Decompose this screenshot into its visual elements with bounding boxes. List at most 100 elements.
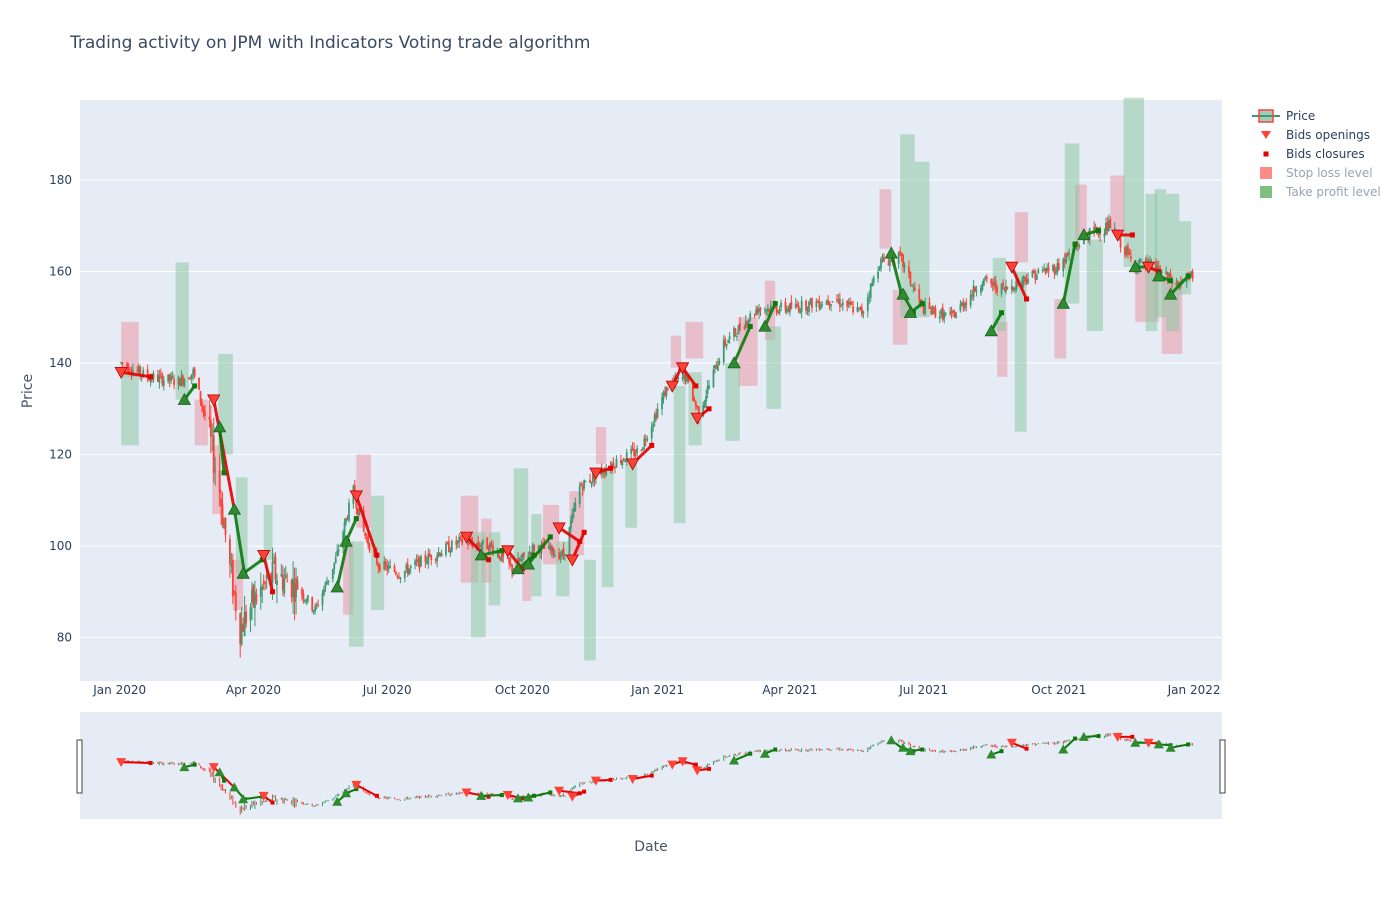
bid-trade-line xyxy=(232,509,247,574)
candle-body-down xyxy=(759,308,762,310)
candle-body-down xyxy=(245,611,247,624)
candle-body-up xyxy=(243,611,246,637)
mini-bid-closure-marker xyxy=(649,773,654,778)
candle-body-up xyxy=(794,303,797,308)
mini-bid-opening-marker xyxy=(341,788,352,798)
candle-body-up xyxy=(960,302,963,306)
candle-body-down xyxy=(644,439,647,441)
mini-bid-opening-marker xyxy=(667,760,678,770)
bid-closure-marker-long xyxy=(1072,241,1078,247)
bid-opening-marker-long xyxy=(236,566,250,579)
candle-body-down xyxy=(1099,232,1101,236)
candle-body-up xyxy=(280,574,283,577)
candle-body-down xyxy=(1127,246,1129,254)
candle-body-down xyxy=(622,458,625,461)
candle-body-down xyxy=(221,504,224,525)
candle-body-down xyxy=(290,580,293,597)
stop-loss-box xyxy=(685,321,704,359)
candle-body-up xyxy=(261,586,264,590)
candle-body-up xyxy=(276,580,278,586)
candle-layer xyxy=(120,214,1194,658)
candle-body-down xyxy=(487,547,490,552)
candle-body-up xyxy=(571,513,574,522)
bid-closure-marker-long xyxy=(192,383,198,389)
candle-body-up xyxy=(806,309,809,311)
candle-body-down xyxy=(1057,263,1060,270)
candle-body-down xyxy=(655,413,658,419)
mini-bid-opening-marker xyxy=(116,758,127,768)
candle-body-down xyxy=(614,467,616,469)
candle-body-down xyxy=(317,604,320,606)
candle-body-down xyxy=(1128,252,1131,255)
candle-body-down xyxy=(787,308,790,311)
legend-item-stop-loss[interactable]: Stop loss level xyxy=(1252,163,1381,182)
candle-body-down xyxy=(311,597,314,611)
legend-item-bids-closures[interactable]: Bids closures xyxy=(1252,144,1381,163)
candle-body-down xyxy=(552,547,555,556)
candle-body-down xyxy=(756,308,759,313)
candle-body-up xyxy=(1104,222,1107,235)
candle-body-up xyxy=(183,379,186,386)
legend-item-price[interactable]: Price xyxy=(1252,106,1381,125)
candle-body-down xyxy=(511,564,514,573)
candle-body-up xyxy=(537,545,540,549)
mini-bid-closure-marker xyxy=(1096,734,1101,739)
candle-body-down xyxy=(1154,261,1157,270)
candle-body-up xyxy=(963,303,966,309)
candle-body-down xyxy=(631,448,634,450)
mini-bid-opening-marker xyxy=(627,774,638,784)
candle-body-up xyxy=(702,405,705,417)
candle-body-down xyxy=(1106,222,1109,231)
candle-body-up xyxy=(323,588,325,595)
legend-item-take-profit[interactable]: Take profit level xyxy=(1252,182,1381,201)
bid-opening-marker-short xyxy=(552,522,566,535)
candle-body-up xyxy=(321,592,324,606)
candle-body-up xyxy=(265,575,268,580)
candle-body-down xyxy=(467,543,469,545)
candle-body-up xyxy=(584,481,587,483)
mini-bid-opening-marker xyxy=(1058,744,1069,754)
mini-bid-opening-marker xyxy=(179,762,190,772)
candle-body-down xyxy=(828,301,831,306)
range-slider-handle-right[interactable] xyxy=(1219,739,1226,794)
candle-body-up xyxy=(972,285,975,298)
candle-body-down xyxy=(446,542,449,544)
candle-body-up xyxy=(1052,265,1054,271)
candle-body-down xyxy=(530,552,533,556)
candle-body-up xyxy=(520,558,522,562)
candle-body-down xyxy=(368,543,371,551)
candle-body-up xyxy=(749,313,752,321)
legend-item-bids-openings[interactable]: Bids openings xyxy=(1252,125,1381,144)
candle-body-up xyxy=(425,561,428,564)
candle-body-up xyxy=(1013,288,1016,290)
candle-body-up xyxy=(211,434,214,436)
candle-body-down xyxy=(262,580,265,584)
candle-body-down xyxy=(846,300,849,307)
candle-body-down xyxy=(811,298,813,309)
candle-body-down xyxy=(477,541,480,546)
bid-closure-marker-long xyxy=(1185,273,1191,279)
candle-body-up xyxy=(653,414,656,423)
candle-body-down xyxy=(168,374,171,381)
mini-bid-opening-marker xyxy=(523,792,534,802)
stop-loss-box xyxy=(997,321,1008,377)
candle-body-up xyxy=(1125,247,1128,255)
bid-closure-marker-short xyxy=(1129,232,1135,238)
take-profit-box xyxy=(1123,97,1145,267)
candle-body-down xyxy=(985,277,988,279)
candle-body-up xyxy=(677,376,680,379)
take-profit-box xyxy=(900,134,915,318)
candle-body-down xyxy=(952,310,954,314)
mini-bid-opening-marker xyxy=(1078,731,1089,741)
bid-trade-line xyxy=(120,370,151,379)
candle-body-up xyxy=(303,599,306,602)
range-slider-background[interactable] xyxy=(80,712,1222,819)
mini-bid-opening-marker xyxy=(332,796,343,806)
candle-body-up xyxy=(327,580,330,583)
range-slider-handle-left[interactable] xyxy=(76,739,83,794)
candle-body-up xyxy=(982,278,985,286)
candle-body-up xyxy=(727,340,730,344)
bid-closure-marker-short xyxy=(486,557,492,563)
candle-body-up xyxy=(230,563,233,567)
